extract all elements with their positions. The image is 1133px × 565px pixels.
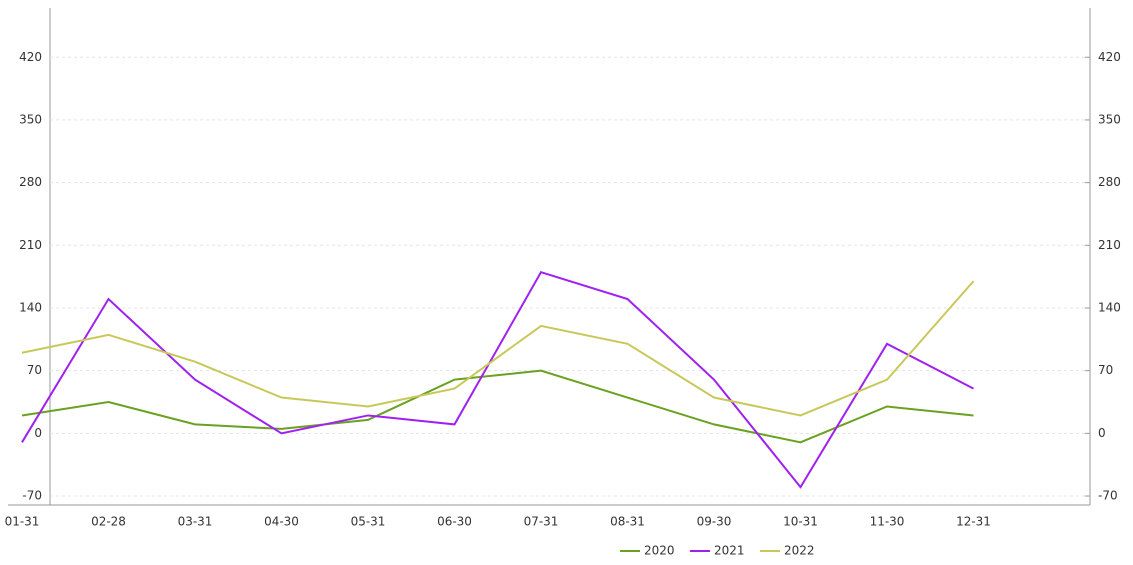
y2-tick-label: 140 [1098, 300, 1121, 314]
y2-tick-label: 350 [1098, 112, 1121, 126]
x-tick-label: 04-30 [264, 515, 299, 529]
x-tick-label: 12-31 [956, 515, 991, 529]
x-tick-label: 01-31 [5, 515, 40, 529]
y2-tick-label: 210 [1098, 238, 1121, 252]
x-tick-label: 06-30 [437, 515, 472, 529]
y-tick-label: 140 [19, 300, 42, 314]
x-tick-label: 09-30 [697, 515, 732, 529]
y-tick-label: 0 [34, 426, 42, 440]
x-tick-label: 03-31 [178, 515, 213, 529]
y2-tick-label: -70 [1098, 489, 1118, 503]
line-series [21, 280, 975, 417]
y-tick-label: -70 [22, 489, 42, 503]
y-tick-label: 420 [19, 50, 42, 64]
y2-tick-label: 280 [1098, 175, 1121, 189]
x-tick-label: 10-31 [783, 515, 818, 529]
x-tick-label: 07-31 [524, 515, 559, 529]
line-series [21, 270, 974, 489]
legend-label: 2020 [644, 544, 675, 558]
y-tick-label: 210 [19, 238, 42, 252]
y2-tick-label: 420 [1098, 50, 1121, 64]
y2-tick-label: 70 [1098, 363, 1113, 377]
y-tick-label: 350 [19, 112, 42, 126]
y-tick-label: 70 [27, 363, 42, 377]
x-tick-label: 02-28 [91, 515, 126, 529]
y2-tick-label: 0 [1098, 426, 1106, 440]
x-tick-label: 05-31 [351, 515, 386, 529]
x-tick-label: 11-30 [870, 515, 905, 529]
y-tick-label: 280 [19, 175, 42, 189]
line-series [21, 369, 974, 444]
x-tick-label: 08-31 [610, 515, 645, 529]
legend-label: 2022 [784, 544, 815, 558]
legend-label: 2021 [714, 544, 745, 558]
